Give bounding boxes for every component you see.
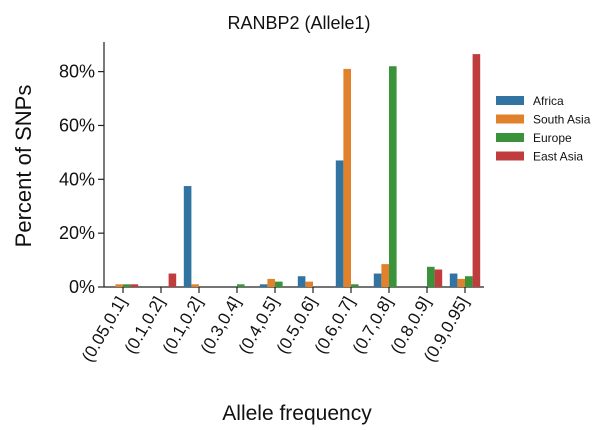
x-ticks: (0.05,0.1](0.1,0.2](0.1,0.2](0.3,0.4](0.… xyxy=(78,287,472,365)
y-tick-label: 20% xyxy=(59,223,95,243)
x-axis-label: Allele frequency xyxy=(222,402,372,425)
bar-east-asia-8 xyxy=(434,269,443,287)
legend-label: East Asia xyxy=(533,150,583,164)
bar-south-asia-7 xyxy=(381,264,389,287)
bar-south-asia-9 xyxy=(457,278,465,287)
bar-africa-4 xyxy=(259,284,268,287)
bar-africa-2 xyxy=(183,186,192,287)
legend-label: South Asia xyxy=(533,113,591,127)
bar-africa-9 xyxy=(449,273,458,287)
y-tick-label: 80% xyxy=(59,62,95,82)
legend-label: Africa xyxy=(533,94,564,108)
bar-europe-6 xyxy=(351,284,359,287)
bar-south-asia-4 xyxy=(267,278,275,287)
bar-europe-4 xyxy=(275,281,283,287)
bar-europe-7 xyxy=(389,66,397,287)
legend-swatch xyxy=(496,96,524,105)
y-tick-label: 0% xyxy=(69,277,95,297)
bar-south-asia-5 xyxy=(305,281,313,287)
y-ticks: 0% 20% 40% 60% 80% xyxy=(59,62,104,297)
bar-europe-3 xyxy=(237,284,245,287)
bar-europe-0 xyxy=(123,284,131,287)
bar-south-asia-6 xyxy=(343,68,351,287)
legend-label: Europe xyxy=(533,131,572,145)
legend-swatch xyxy=(496,133,524,142)
bar-east-asia-0 xyxy=(130,284,139,287)
bar-africa-6 xyxy=(335,160,344,287)
y-tick-label: 60% xyxy=(59,115,95,135)
bar-south-asia-2 xyxy=(191,284,199,287)
legend-swatch xyxy=(496,114,524,124)
bar-south-asia-0 xyxy=(115,284,123,287)
legend-swatch xyxy=(496,151,524,161)
plot-area xyxy=(103,42,484,288)
y-tick-label: 40% xyxy=(59,169,95,189)
chart-title: RANBP2 (Allele1) xyxy=(227,13,370,33)
bar-east-asia-9 xyxy=(472,54,481,287)
bar-europe-9 xyxy=(465,276,473,287)
bar-europe-8 xyxy=(427,266,435,287)
y-axis-label: Percent of SNPs xyxy=(11,85,36,248)
bars xyxy=(115,54,481,287)
bar-east-asia-1 xyxy=(168,273,177,287)
x-tick-label: (0.05,0.1] xyxy=(78,294,130,366)
bar-africa-5 xyxy=(297,276,306,287)
bar-africa-7 xyxy=(373,273,382,287)
legend: Africa South Asia Europe East Asia xyxy=(496,94,591,164)
